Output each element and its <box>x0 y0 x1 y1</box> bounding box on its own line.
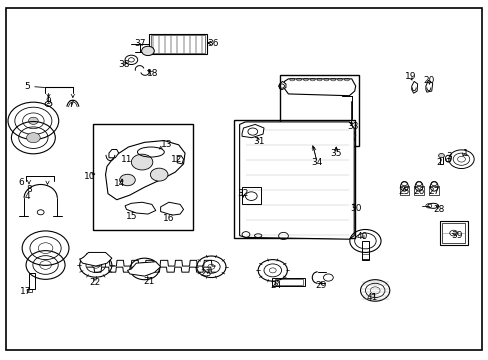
Text: 41: 41 <box>366 293 377 302</box>
Bar <box>275 279 302 285</box>
Bar <box>439 221 467 245</box>
Circle shape <box>37 210 44 215</box>
Text: 14: 14 <box>113 179 124 188</box>
Text: 1: 1 <box>462 149 468 158</box>
Circle shape <box>45 102 52 107</box>
Text: 4: 4 <box>25 192 30 201</box>
Polygon shape <box>279 81 285 90</box>
Text: 32: 32 <box>237 189 248 198</box>
Text: 27: 27 <box>427 187 439 196</box>
Text: 38: 38 <box>118 60 129 69</box>
Polygon shape <box>109 149 119 158</box>
Text: 20: 20 <box>422 76 434 85</box>
Bar <box>428 186 438 195</box>
Bar <box>272 278 305 286</box>
Circle shape <box>142 46 154 55</box>
Text: 24: 24 <box>270 281 281 290</box>
Text: 39: 39 <box>450 231 462 240</box>
Polygon shape <box>177 156 183 164</box>
Text: 37: 37 <box>134 39 145 48</box>
Circle shape <box>120 174 135 186</box>
Text: 9: 9 <box>45 97 51 106</box>
Bar <box>151 35 205 53</box>
Text: 10: 10 <box>83 172 95 181</box>
Text: 2: 2 <box>436 158 442 167</box>
Bar <box>413 186 423 195</box>
Text: 23: 23 <box>201 269 212 278</box>
Text: 28: 28 <box>433 205 444 214</box>
Text: 33: 33 <box>346 122 358 131</box>
Text: 34: 34 <box>311 158 322 167</box>
Bar <box>29 273 35 289</box>
Text: 18: 18 <box>147 69 158 78</box>
Polygon shape <box>160 202 183 215</box>
Polygon shape <box>425 80 432 92</box>
Bar <box>149 34 206 54</box>
Text: 15: 15 <box>125 212 137 221</box>
Polygon shape <box>105 140 184 200</box>
Bar <box>399 186 408 195</box>
Circle shape <box>150 168 167 181</box>
Bar <box>241 187 261 204</box>
Text: 29: 29 <box>315 281 326 290</box>
Text: 30: 30 <box>349 204 361 213</box>
Text: 19: 19 <box>404 72 415 81</box>
Circle shape <box>28 117 38 125</box>
Text: 13: 13 <box>161 140 172 149</box>
Text: 8: 8 <box>26 185 32 194</box>
Circle shape <box>26 133 40 143</box>
Text: 11: 11 <box>121 155 132 164</box>
Text: 36: 36 <box>206 39 218 48</box>
Bar <box>233 120 354 238</box>
Text: 5: 5 <box>24 82 30 91</box>
Text: 21: 21 <box>143 276 155 285</box>
Text: 31: 31 <box>253 137 264 146</box>
Circle shape <box>131 154 153 170</box>
Text: 22: 22 <box>89 278 100 287</box>
Text: 40: 40 <box>356 232 367 241</box>
Polygon shape <box>80 252 112 266</box>
Text: 35: 35 <box>330 149 341 158</box>
Bar <box>442 223 464 243</box>
Bar <box>361 241 368 260</box>
Polygon shape <box>282 128 355 143</box>
Text: 26: 26 <box>412 187 424 196</box>
Polygon shape <box>411 81 417 93</box>
Text: 16: 16 <box>163 214 174 223</box>
Text: 3: 3 <box>446 152 451 161</box>
Polygon shape <box>125 202 156 214</box>
Text: 17: 17 <box>20 287 32 296</box>
Polygon shape <box>239 122 353 239</box>
Bar <box>27 289 32 292</box>
Text: 6: 6 <box>18 178 24 187</box>
Polygon shape <box>283 79 355 96</box>
Text: 25: 25 <box>398 187 409 196</box>
Bar <box>280 75 358 146</box>
Text: 7: 7 <box>68 100 74 109</box>
Polygon shape <box>127 262 160 276</box>
Text: 12: 12 <box>170 155 182 164</box>
Circle shape <box>438 153 444 158</box>
Polygon shape <box>242 125 264 138</box>
Bar <box>93 125 193 230</box>
Bar <box>439 156 443 164</box>
